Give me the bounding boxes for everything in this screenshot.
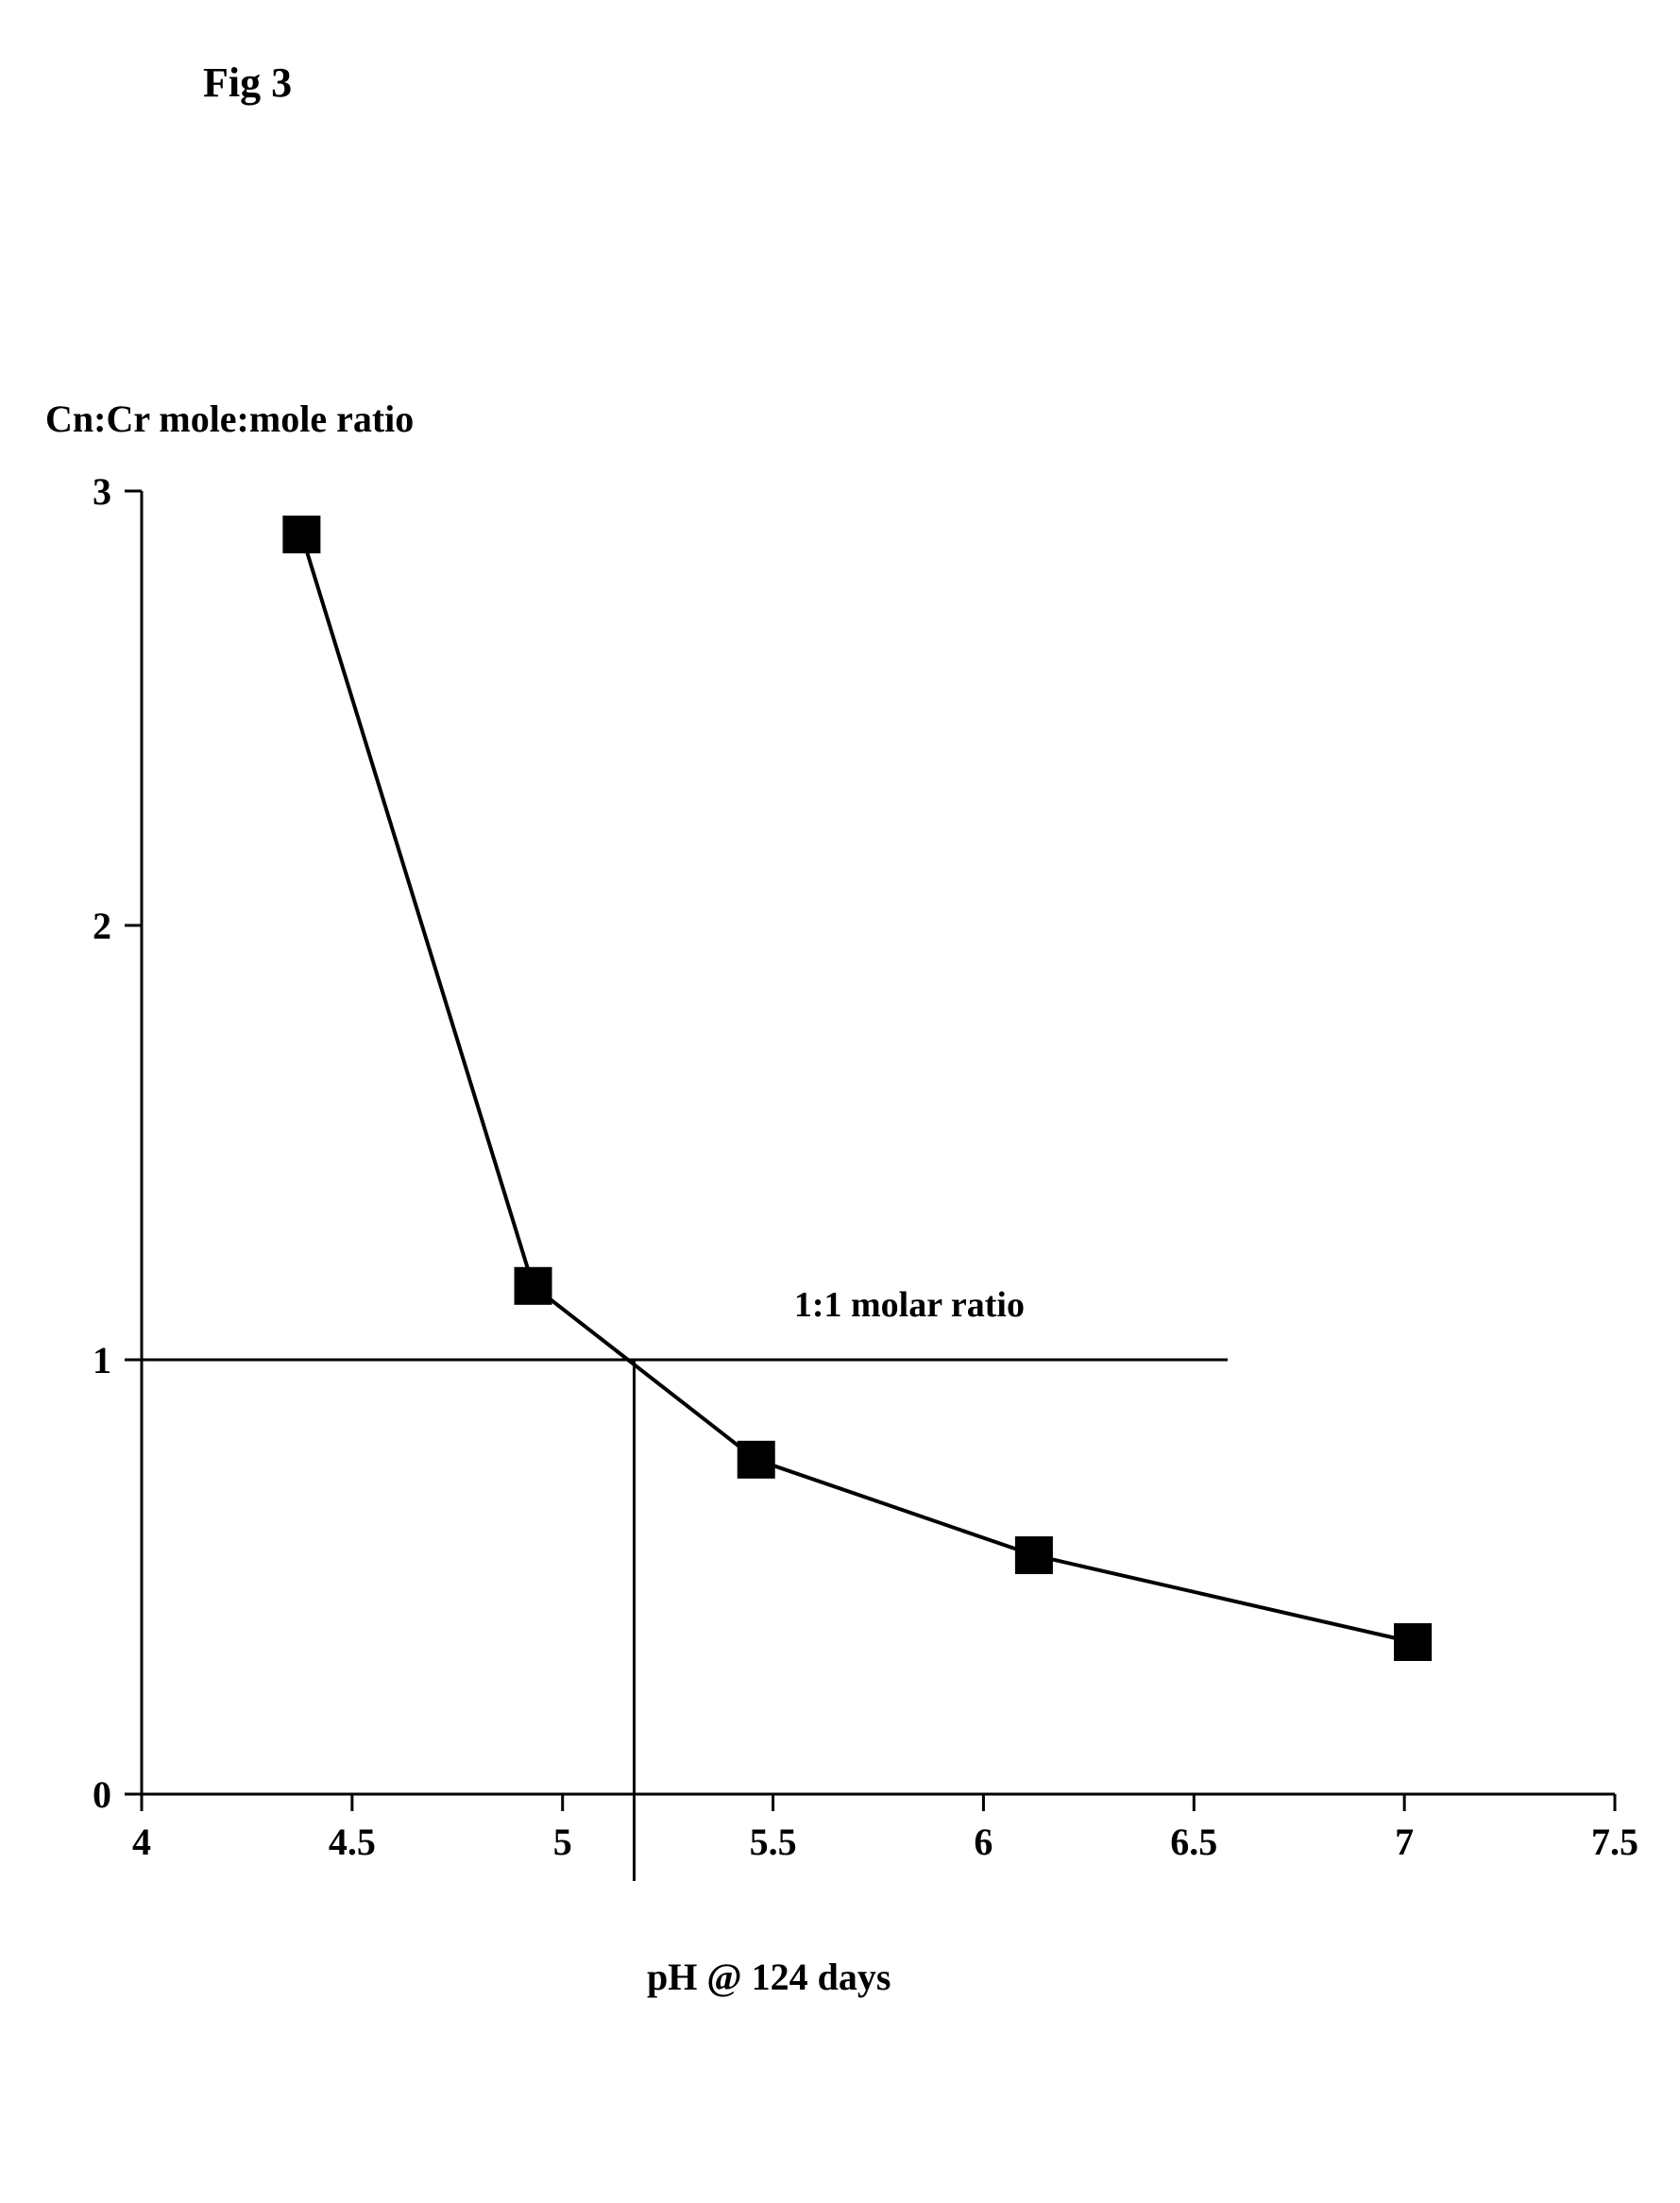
x-tick-label: 5.5	[750, 1821, 797, 1863]
x-tick-label: 7	[1395, 1821, 1414, 1863]
x-tick-label: 4	[132, 1821, 151, 1863]
data-line	[301, 534, 1413, 1642]
data-marker	[282, 516, 320, 553]
x-tick-label: 5	[553, 1821, 572, 1863]
data-marker	[1394, 1623, 1432, 1661]
data-marker	[1015, 1536, 1053, 1574]
y-tick-label: 2	[93, 905, 111, 947]
y-tick-label: 0	[93, 1773, 111, 1816]
chart-x-label: pH @ 124 days	[647, 1955, 891, 1999]
page: Fig 3 Cn:Cr mole:mole ratio 0 1 2 3 4 4.5 5 5.5…	[0, 0, 1680, 2203]
data-marker	[515, 1267, 552, 1305]
y-tick-label: 1	[93, 1339, 111, 1381]
ratio-annotation-label: 1:1 molar ratio	[794, 1285, 1025, 1325]
x-tick-label: 6	[974, 1821, 993, 1863]
chart-plot: 0 1 2 3 4 4.5 5 5.5 6 6.5 7 7.5 1:1 molar ratio	[28, 472, 1680, 2059]
data-marker	[738, 1441, 775, 1479]
x-tick-label: 4.5	[329, 1821, 376, 1863]
figure-title: Fig 3	[203, 59, 292, 107]
x-tick-label: 7.5	[1591, 1821, 1638, 1863]
chart-y-title: Cn:Cr mole:mole ratio	[45, 397, 414, 441]
x-tick-label: 6.5	[1170, 1821, 1217, 1863]
y-tick-label: 3	[93, 470, 111, 513]
